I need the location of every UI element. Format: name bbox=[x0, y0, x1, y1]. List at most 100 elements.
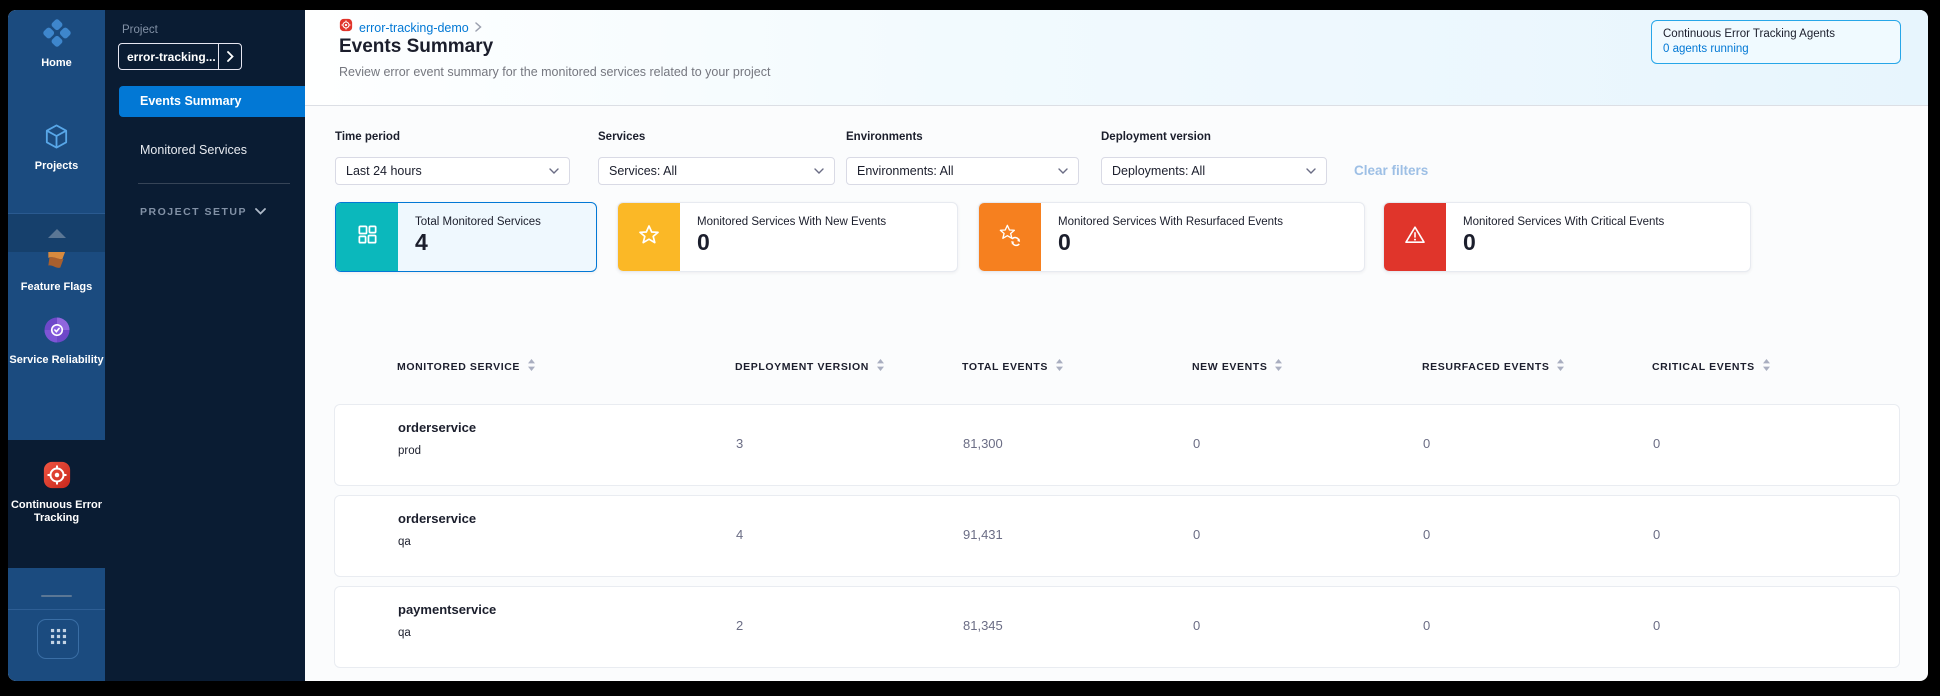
services-dropdown[interactable]: Services: All bbox=[598, 157, 835, 185]
page-header: error-tracking-demo Events Summary Revie… bbox=[305, 10, 1928, 106]
column-label: RESURFACED EVENTS bbox=[1422, 360, 1550, 373]
grid-tiles-icon bbox=[356, 223, 379, 251]
deployment-version-cell: 3 bbox=[736, 436, 744, 451]
filter-label-environments: Environments bbox=[846, 131, 923, 143]
column-header-critical-events[interactable]: CRITICAL EVENTS bbox=[1652, 358, 1771, 375]
card-label: Monitored Services With New Events bbox=[697, 216, 887, 228]
card-value: 4 bbox=[415, 229, 428, 255]
rail-label-continuous-error-tracking: Continuous Error Tracking bbox=[10, 499, 103, 524]
resurfaced-events-cell: 0 bbox=[1423, 618, 1431, 633]
services-value: Services: All bbox=[609, 164, 678, 178]
column-header-monitored-service[interactable]: MONITORED SERVICE bbox=[397, 358, 536, 375]
main-content: error-tracking-demo Events Summary Revie… bbox=[305, 10, 1928, 681]
card-value: 0 bbox=[1058, 229, 1071, 255]
project-selector-value: error-tracking... bbox=[127, 49, 216, 64]
flag-icon bbox=[44, 248, 70, 276]
filter-label-services: Services bbox=[598, 131, 646, 143]
module-grid-button[interactable] bbox=[37, 619, 79, 659]
module-rail: Home Projects Feature Flags Service Reli… bbox=[8, 10, 105, 681]
rail-item-continuous-error-tracking[interactable]: Continuous Error Tracking bbox=[8, 460, 105, 525]
service-name: orderservice bbox=[398, 511, 477, 526]
sort-icon bbox=[1762, 358, 1771, 375]
harness-home-icon bbox=[42, 19, 72, 52]
project-sidebar: Project error-tracking... Events Summary… bbox=[105, 10, 305, 681]
agents-running-link[interactable]: 0 agents running bbox=[1663, 43, 1749, 55]
card-accent bbox=[979, 203, 1041, 271]
rail-label-home: Home bbox=[41, 57, 72, 69]
column-label: MONITORED SERVICE bbox=[397, 360, 520, 373]
sidebar-item-monitored-services[interactable]: Monitored Services bbox=[140, 143, 247, 157]
app-window: Home Projects Feature Flags Service Reli… bbox=[8, 10, 1928, 681]
table-row[interactable]: orderservice prod 3 81,300 0 0 0 bbox=[334, 404, 1900, 486]
deployments-value: Deployments: All bbox=[1112, 164, 1206, 178]
card-value: 0 bbox=[1463, 229, 1476, 255]
error-tracking-mini-icon bbox=[339, 18, 353, 37]
table-row[interactable]: paymentservice qa 2 81,345 0 0 0 bbox=[334, 586, 1900, 668]
column-label: DEPLOYMENT VERSION bbox=[735, 360, 869, 373]
project-setup-label: PROJECT SETUP bbox=[140, 206, 248, 218]
rail-label-projects: Projects bbox=[34, 160, 79, 172]
card-critical-events[interactable]: Monitored Services With Critical Events … bbox=[1383, 202, 1751, 272]
warning-triangle-icon bbox=[1403, 223, 1427, 252]
rail-item-projects[interactable]: Projects bbox=[8, 122, 105, 173]
sort-icon bbox=[1055, 358, 1064, 375]
environments-dropdown[interactable]: Environments: All bbox=[846, 157, 1079, 185]
critical-events-cell: 0 bbox=[1653, 527, 1661, 542]
error-tracking-target-icon bbox=[42, 461, 72, 494]
new-events-cell: 0 bbox=[1193, 527, 1201, 542]
card-accent bbox=[1384, 203, 1446, 271]
resurfaced-events-cell: 0 bbox=[1423, 436, 1431, 451]
critical-events-cell: 0 bbox=[1653, 618, 1661, 633]
clear-filters-link[interactable]: Clear filters bbox=[1354, 163, 1429, 178]
column-header-resurfaced-events[interactable]: RESURFACED EVENTS bbox=[1422, 358, 1565, 375]
project-setup-toggle[interactable]: PROJECT SETUP bbox=[140, 206, 266, 218]
chevron-up-icon bbox=[47, 228, 66, 238]
card-total-monitored-services[interactable]: Total Monitored Services 4 bbox=[335, 202, 597, 272]
rail-label-feature-flags: Feature Flags bbox=[20, 281, 93, 293]
card-resurfaced-events[interactable]: Monitored Services With Resurfaced Event… bbox=[978, 202, 1365, 272]
breadcrumb-project-link[interactable]: error-tracking-demo bbox=[359, 20, 469, 35]
rail-scroll-up[interactable] bbox=[8, 213, 105, 252]
column-header-deployment-version[interactable]: DEPLOYMENT VERSION bbox=[735, 358, 885, 375]
chevron-down-icon bbox=[255, 206, 266, 218]
project-selector[interactable]: error-tracking... bbox=[118, 43, 242, 70]
deployment-version-cell: 2 bbox=[736, 618, 744, 633]
card-label: Monitored Services With Resurfaced Event… bbox=[1058, 216, 1283, 228]
environment-name: qa bbox=[398, 536, 411, 548]
rail-scroll-down[interactable] bbox=[41, 595, 72, 597]
time-period-dropdown[interactable]: Last 24 hours bbox=[335, 157, 570, 185]
sidebar-item-events-summary[interactable]: Events Summary bbox=[119, 86, 305, 117]
filter-label-deployment-version: Deployment version bbox=[1101, 131, 1211, 143]
column-label: CRITICAL EVENTS bbox=[1652, 360, 1755, 373]
new-events-cell: 0 bbox=[1193, 436, 1201, 451]
card-accent bbox=[336, 203, 398, 271]
card-label: Monitored Services With Critical Events bbox=[1463, 216, 1665, 228]
agents-panel: Continuous Error Tracking Agents 0 agent… bbox=[1651, 20, 1901, 64]
chevron-right-icon bbox=[218, 44, 241, 69]
deployments-dropdown[interactable]: Deployments: All bbox=[1101, 157, 1327, 185]
rail-item-service-reliability[interactable]: Service Reliability bbox=[8, 315, 105, 367]
chevron-right-icon bbox=[475, 19, 482, 37]
chevron-down-icon bbox=[1306, 168, 1326, 174]
column-header-total-events[interactable]: TOTAL EVENTS bbox=[962, 358, 1064, 375]
project-section-label: Project bbox=[122, 24, 158, 36]
rail-item-home[interactable]: Home bbox=[8, 18, 105, 70]
table-row[interactable]: orderservice qa 4 91,431 0 0 0 bbox=[334, 495, 1900, 577]
rail-item-feature-flags[interactable]: Feature Flags bbox=[8, 246, 105, 294]
sort-icon bbox=[527, 358, 536, 375]
rail-divider bbox=[8, 609, 105, 610]
environment-name: qa bbox=[398, 627, 411, 639]
card-value: 0 bbox=[697, 229, 710, 255]
filter-label-time-period: Time period bbox=[335, 131, 400, 143]
card-new-events[interactable]: Monitored Services With New Events 0 bbox=[617, 202, 958, 272]
environment-name: prod bbox=[398, 445, 422, 457]
critical-events-cell: 0 bbox=[1653, 436, 1661, 451]
sidebar-divider bbox=[138, 183, 290, 184]
column-header-new-events[interactable]: NEW EVENTS bbox=[1192, 358, 1283, 375]
star-refresh-icon bbox=[998, 223, 1022, 252]
service-name: paymentservice bbox=[398, 602, 497, 617]
sort-icon bbox=[1274, 358, 1283, 375]
column-label: NEW EVENTS bbox=[1192, 360, 1268, 373]
grid-dots-icon bbox=[50, 628, 67, 650]
card-accent bbox=[618, 203, 680, 271]
